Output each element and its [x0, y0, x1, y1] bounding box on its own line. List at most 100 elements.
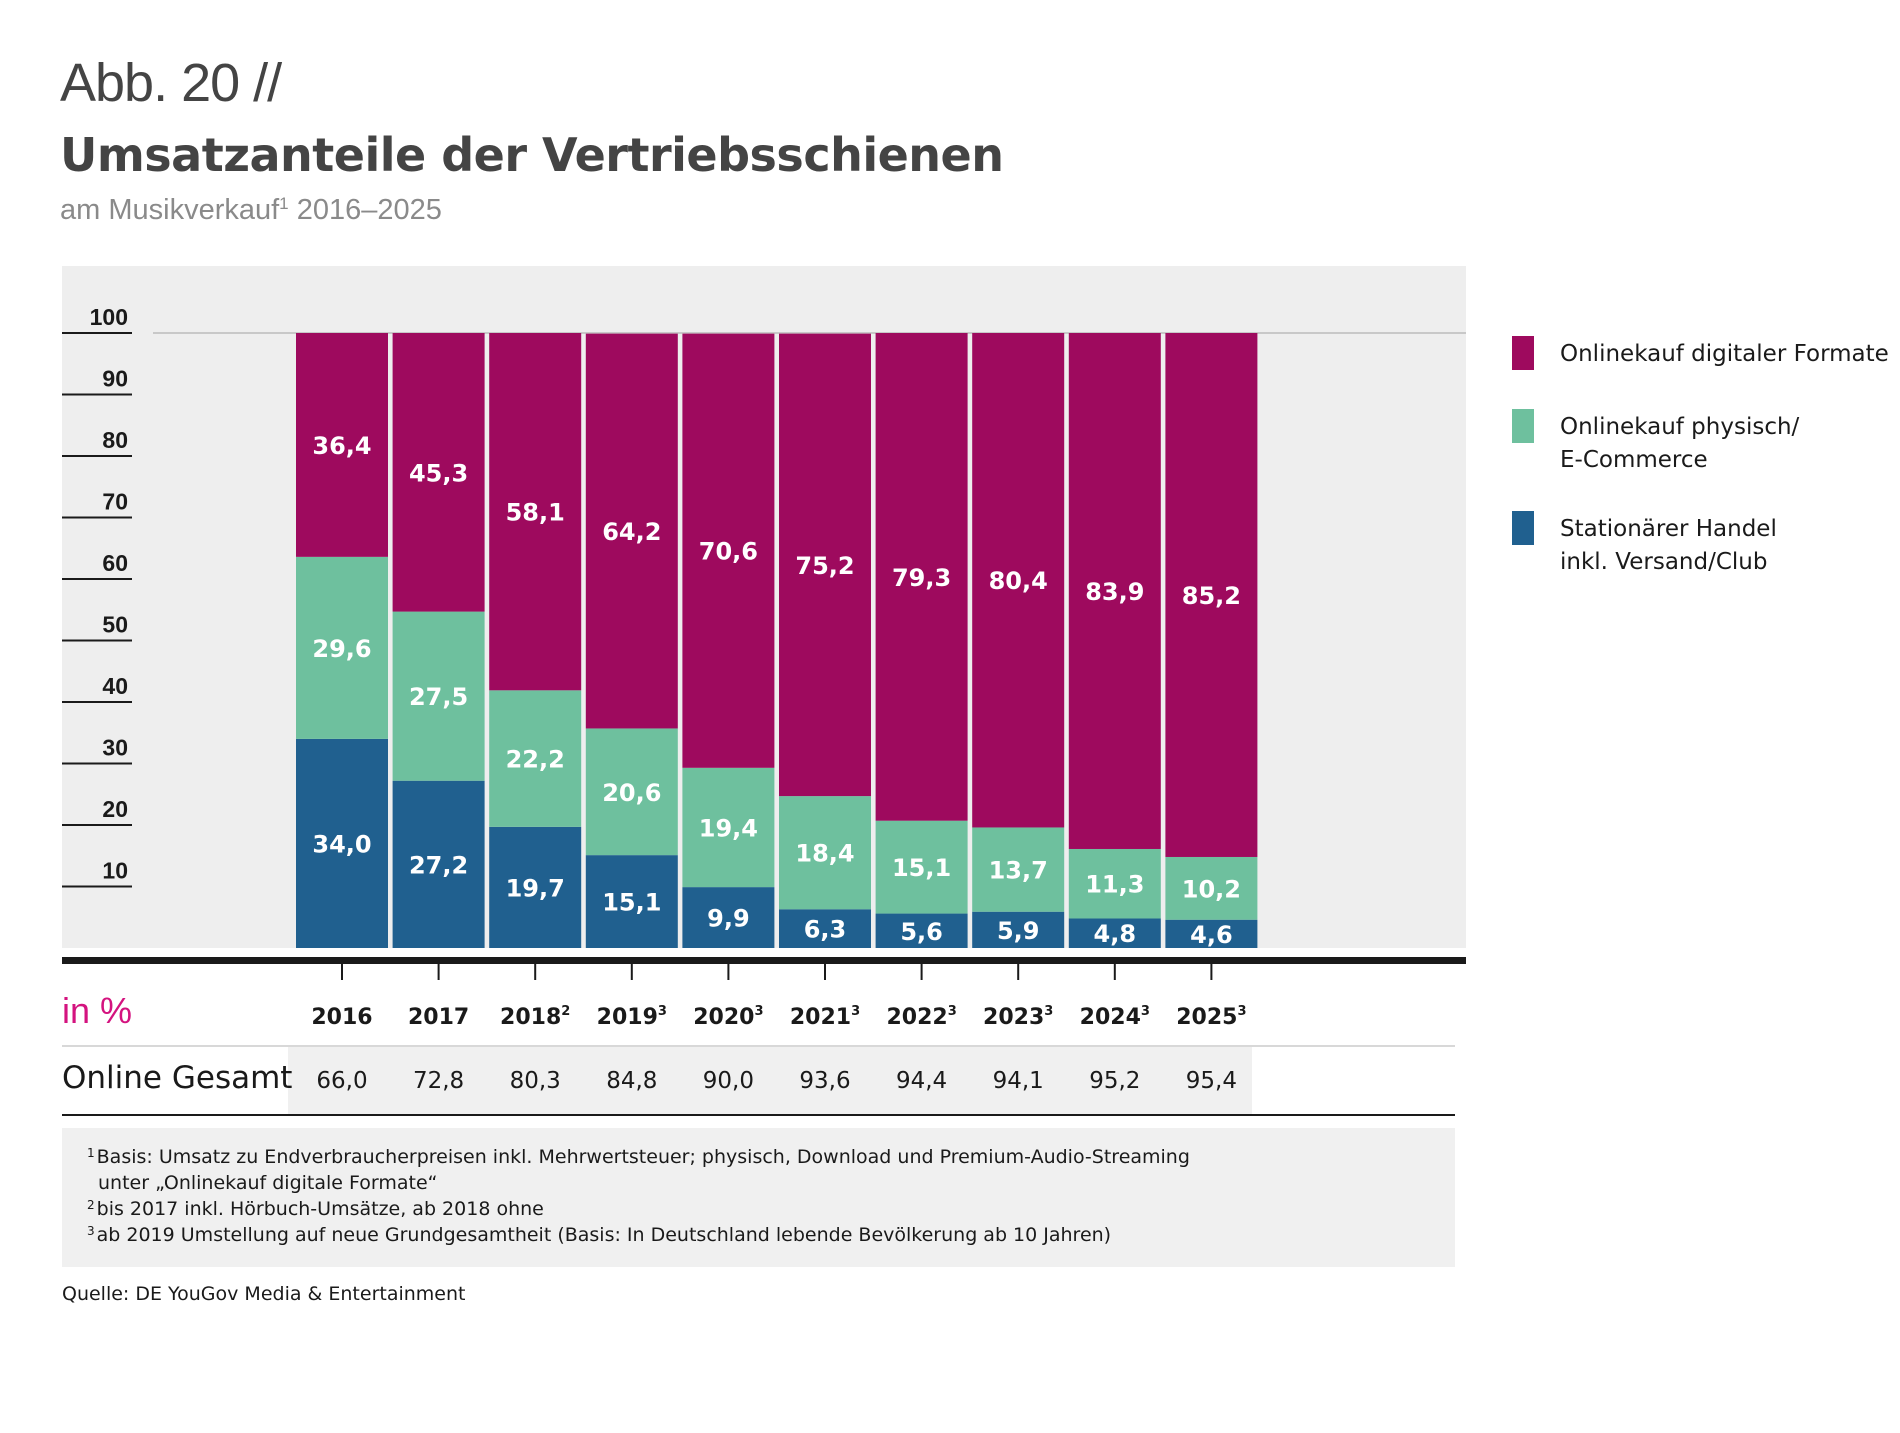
- bar-segment: [1165, 856, 1258, 920]
- bar-segment: [489, 690, 582, 827]
- legend-swatch: [1512, 336, 1534, 370]
- bar-stack-2021: 6,3 18,4 75,2: [779, 333, 871, 948]
- bar-segment: [972, 911, 1065, 948]
- table-separator: [62, 1045, 1455, 1047]
- y-tick-label: 30: [102, 735, 128, 761]
- bar-value-label: 10,2: [1182, 875, 1241, 903]
- bar-segment: [875, 820, 968, 914]
- footnote-text: bis 2017 inkl. Hörbuch-Umsätze, ab 2018 …: [96, 1198, 544, 1220]
- x-tick-label: 20182: [500, 1004, 570, 1030]
- x-tick-label: 20223: [886, 1004, 956, 1030]
- bar-stack-2025: 4,6 10,2 85,2: [1165, 333, 1258, 949]
- footnotes-box: 1 Basis: Umsatz zu Endverbraucherpreisen …: [62, 1128, 1455, 1267]
- y-tick-label: 100: [90, 304, 128, 330]
- bar-segment: [392, 333, 485, 612]
- bar-value-label: 6,3: [804, 916, 847, 944]
- online-total-value: 95,2: [1089, 1068, 1141, 1094]
- bar-segment: [875, 333, 968, 821]
- bar-stack-2024: 4,8 11,3 83,9: [1068, 333, 1161, 948]
- legend-label: Onlinekauf digitaler Formate: [1560, 341, 1889, 367]
- x-tick-label: 2017: [408, 1005, 469, 1030]
- x-tick-label: 20203: [693, 1004, 763, 1030]
- bar-stack-2023: 5,9 13,7 80,4: [972, 333, 1065, 948]
- subtitle-suffix: 2016–2025: [288, 194, 442, 226]
- legend-swatch: [1512, 511, 1534, 545]
- bar-segment: [972, 827, 1065, 912]
- bar-value-label: 15,1: [892, 854, 951, 882]
- bar-segment: [875, 913, 968, 948]
- bar-segment: [489, 333, 582, 691]
- table-bottom-rule: [62, 1114, 1455, 1116]
- bar-value-label: 70,6: [699, 538, 758, 566]
- footnote-line: unter „Onlinekauf digitale Formate“: [98, 1172, 438, 1194]
- bar-value-label: 29,6: [312, 635, 371, 663]
- subtitle-footnote-marker: 1: [279, 194, 289, 213]
- bar-value-label: 13,7: [989, 857, 1048, 885]
- bar-value-label: 75,2: [795, 552, 854, 580]
- bar-segment: [779, 796, 871, 910]
- online-total-value: 93,6: [799, 1068, 851, 1094]
- bar-segment: [682, 333, 775, 768]
- y-tick-label: 80: [102, 427, 128, 453]
- bar-value-label: 22,2: [506, 746, 565, 774]
- bar-stack-2018: 19,7 22,2 58,1: [489, 333, 582, 948]
- bar-value-label: 19,7: [506, 874, 565, 902]
- bar-value-label: 11,3: [1085, 871, 1144, 899]
- footnote-text: Basis: Umsatz zu Endverbraucherpreisen i…: [96, 1146, 1190, 1168]
- online-total-value: 90,0: [702, 1068, 754, 1094]
- bar-stack-2022: 5,6 15,1 79,3: [875, 333, 968, 948]
- chart-subtitle: am Musikverkauf1 2016–2025: [60, 194, 442, 227]
- bar-value-label: 45,3: [409, 459, 468, 487]
- table-values-background: [288, 1047, 1252, 1115]
- footnote-line: 1 Basis: Umsatz zu Endverbraucherpreisen …: [87, 1146, 1190, 1168]
- legend-label: Stationärer Handel inkl. Versand/Club: [1560, 516, 1777, 575]
- bar-stack-2019: 15,1 20,6 64,2: [585, 333, 678, 948]
- bar-segment: [972, 333, 1065, 828]
- bar-segment: [585, 728, 678, 856]
- bar-value-label: 19,4: [699, 814, 758, 842]
- bar-value-label: 58,1: [506, 499, 565, 527]
- bar-value-label: 20,6: [602, 779, 661, 807]
- bar-value-label: 5,9: [997, 917, 1040, 945]
- subtitle-prefix: am Musikverkauf: [60, 194, 280, 226]
- x-tick-label: 20243: [1080, 1004, 1150, 1030]
- x-axis: 2016 2017 20182 20193 20203 20213 20223 20233 20…: [311, 963, 1247, 1030]
- bar-segment: [296, 556, 388, 739]
- bar-segment: [585, 855, 678, 948]
- online-total-value: 84,8: [606, 1068, 658, 1094]
- bar-segment: [1165, 333, 1258, 857]
- footnote-text: ab 2019 Umstellung auf neue Grundgesamth…: [96, 1224, 1112, 1246]
- bar-value-label: 5,6: [900, 918, 943, 946]
- x-tick-label: 2016: [311, 1005, 372, 1030]
- bar-segment: [779, 333, 871, 797]
- bar-value-label: 27,2: [409, 851, 468, 879]
- bar-stack-2017: 27,2 27,5 45,3: [392, 333, 485, 948]
- footnote-line: 3 ab 2019 Umstellung auf neue Grundgesamt…: [87, 1224, 1111, 1246]
- bar-segment: [1068, 333, 1161, 849]
- online-total-value: 80,3: [509, 1068, 561, 1094]
- y-tick-label: 70: [102, 489, 128, 515]
- bar-value-label: 34,0: [312, 830, 371, 858]
- figure-label: Abb. 20 //: [60, 53, 282, 113]
- bar-value-label: 4,6: [1190, 921, 1233, 949]
- bar-stack-2016: 34,0 29,6 36,4: [296, 333, 388, 948]
- y-tick-label: 90: [102, 366, 128, 392]
- y-tick-label: 20: [102, 796, 128, 822]
- bar-value-label: 64,2: [602, 518, 661, 546]
- footnote-marker: 2: [87, 1198, 95, 1212]
- bar-value-label: 83,9: [1085, 578, 1144, 606]
- y-axis: 10 20 30 40 50 60 70 80 90 100: [62, 304, 132, 888]
- bar-segment: [1165, 919, 1258, 948]
- bar-segment: [682, 767, 775, 888]
- y-tick-label: 50: [102, 612, 128, 638]
- bar-segment: [489, 826, 582, 948]
- x-tick-label: 20193: [597, 1004, 667, 1030]
- bar-segment: [296, 333, 388, 557]
- bar-value-label: 4,8: [1094, 920, 1137, 948]
- bar-segment: [1068, 918, 1161, 948]
- bar-segment: [682, 887, 775, 948]
- bar-segment: [296, 738, 388, 948]
- bar-value-label: 36,4: [312, 432, 371, 460]
- bar-segment: [1068, 848, 1161, 919]
